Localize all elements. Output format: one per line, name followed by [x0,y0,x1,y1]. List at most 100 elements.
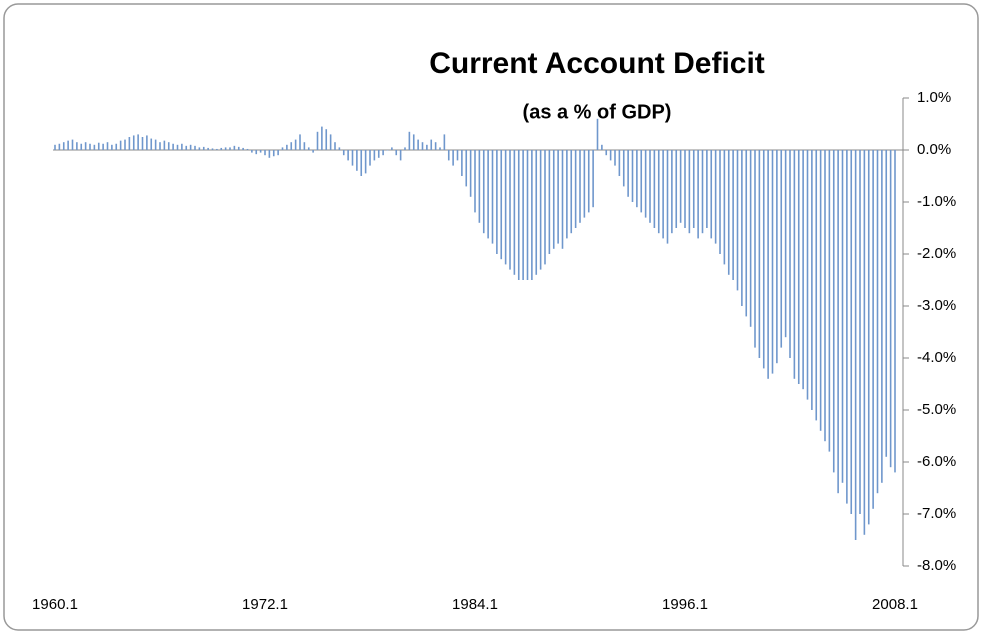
bar [867,150,870,525]
chart-title: Current Account Deficit [429,47,765,80]
bar [399,150,402,161]
bar [325,129,328,150]
y-tick-label: -7.0% [917,505,956,522]
bar [207,147,209,150]
bar [631,150,634,202]
bar [671,150,673,234]
bar [614,150,616,166]
bar [251,150,253,153]
bar [461,150,463,176]
bar [220,147,223,150]
bar [732,150,734,280]
bar [754,150,756,348]
bar [412,134,415,150]
bar [242,147,244,150]
bar [487,150,489,239]
bar [150,138,153,150]
bar [832,150,835,473]
bar [286,144,288,150]
bar [342,150,345,156]
bar [780,150,783,348]
bar [504,150,507,265]
bar [356,150,358,171]
bar [815,150,818,421]
bar [334,142,336,150]
bar [456,150,459,161]
bar [360,150,363,176]
bar [102,143,104,150]
bar [776,150,778,364]
bar [609,150,612,161]
bar [391,147,393,150]
bar [701,150,704,234]
bar [872,150,874,509]
chart-subtitle: (as a % of GDP) [523,101,672,123]
bar [605,150,608,156]
bar [531,150,533,280]
bar [281,147,284,150]
bar [745,150,748,317]
bar [316,131,319,150]
bar [58,143,61,150]
x-tick-label: 1972.1 [242,596,288,613]
bar [194,145,196,150]
bar [229,147,231,150]
bar [62,142,65,150]
bar [526,150,529,280]
bar [684,150,686,228]
bar [124,139,126,150]
y-tick-label: -6.0% [917,453,956,470]
bar [706,150,708,228]
bar [596,118,599,150]
bar [181,143,183,150]
bar [329,134,332,150]
bar [377,150,380,158]
y-tick-label: -8.0% [917,557,956,574]
bar [71,139,74,150]
bar [338,147,341,150]
bar [408,131,411,150]
bar [811,150,813,410]
bar [347,150,349,161]
bar [76,142,78,150]
bar [587,150,590,213]
bar [710,150,713,239]
bar [509,150,511,270]
bar [128,137,131,150]
bar [386,150,389,151]
bar [618,150,621,176]
bar [474,150,476,213]
bar [97,142,100,150]
bar [198,147,201,150]
bar [881,150,883,483]
bar [749,150,752,327]
bar [767,150,769,379]
bar [67,140,69,150]
x-tick-label: 1960.1 [32,596,78,613]
bar [758,150,761,358]
bar [115,143,118,150]
bar [784,150,787,338]
y-tick-label: -2.0% [917,245,956,262]
bar [513,150,516,275]
bar [167,142,170,150]
bar [539,150,542,270]
bar [894,150,896,473]
bar [321,126,323,150]
bar [692,150,695,228]
bar [679,150,682,223]
bar [657,150,660,234]
bar [789,150,791,358]
bar [255,150,258,155]
bar [649,150,651,223]
bar [727,150,730,275]
x-tick-label: 2008.1 [872,596,918,613]
bar [846,150,848,504]
bar [395,150,398,156]
bar [579,150,581,223]
bar [662,150,664,239]
bar [802,150,804,390]
bar [793,150,796,379]
bar [622,150,625,187]
